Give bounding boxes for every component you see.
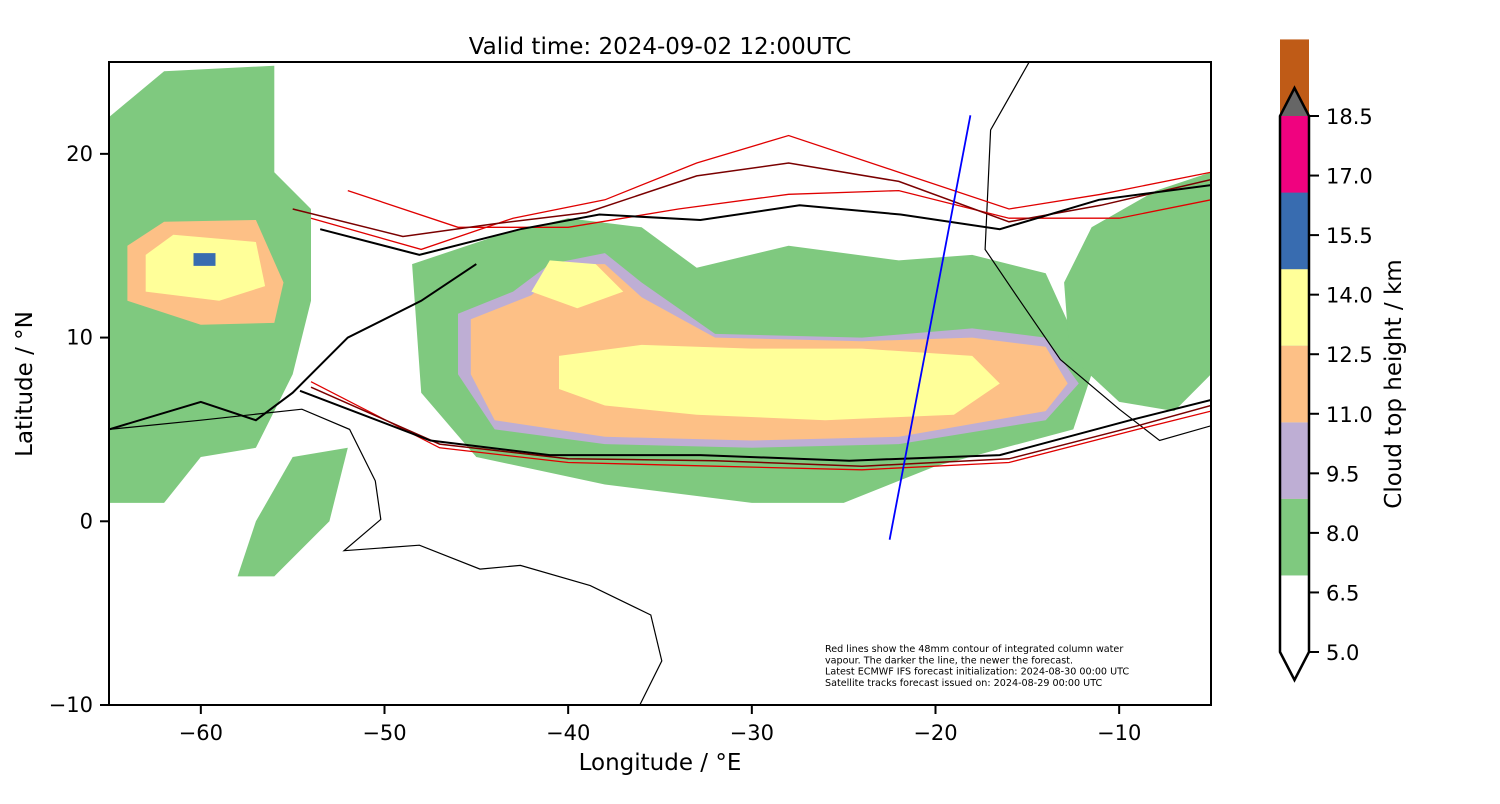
- x-axis-label: Longitude / °E: [579, 750, 742, 776]
- colorbar-bin: [1280, 575, 1309, 652]
- colorbar-bin: [1280, 345, 1309, 423]
- map-plot-area: [109, 62, 1211, 705]
- iwv-contour-old: [310, 134, 1211, 251]
- x-tick-label: −20: [913, 721, 957, 745]
- colorbar-label: Cloud top height / km: [1381, 259, 1407, 508]
- y-tick-label: −10: [49, 693, 93, 717]
- x-tick-label: −60: [179, 721, 223, 745]
- annotation-line: vapour. The darker the line, the newer t…: [825, 655, 1073, 666]
- colorbar-tick-label: 8.0: [1326, 522, 1359, 546]
- cloud-region: [1064, 172, 1211, 412]
- coastline: [109, 408, 663, 705]
- colorbar-tick-label: 9.5: [1326, 462, 1359, 486]
- colorbar-bin: [1280, 192, 1309, 270]
- cloud-region: [237, 447, 348, 577]
- x-tick-label: −50: [362, 721, 406, 745]
- colorbar-extend-min: [1280, 652, 1309, 680]
- x-tick-label: −40: [546, 721, 590, 745]
- colorbar-tick-label: 18.5: [1326, 105, 1373, 129]
- colorbar: 5.0 6.5 8.0 9.5 11.0 12.5 14.0 15.5 17.0 18.5: [1278, 39, 1373, 683]
- colorbar-bin: [1280, 269, 1309, 346]
- annotation-line: Red lines show the 48mm contour of integ…: [825, 644, 1123, 655]
- iwv-contour-latest: [299, 389, 1211, 462]
- colorbar-tick-label: 5.0: [1326, 641, 1359, 665]
- iwv-contour-latest: [319, 184, 1211, 256]
- cloud-region: [531, 260, 624, 309]
- map-frame: [108, 61, 1212, 706]
- colorbar-tick-label: 11.0: [1326, 403, 1373, 427]
- coastline: [984, 62, 1211, 442]
- annotation-text: Red lines show the 48mm contour of integ…: [825, 644, 1129, 689]
- colorbar-bin: [1280, 116, 1309, 193]
- satellite-track: [888, 115, 972, 540]
- cloud-region: [193, 253, 216, 266]
- x-tick-label: −30: [730, 721, 774, 745]
- iwv-contour-mid: [310, 386, 1211, 467]
- iwv-contour-latest: [109, 263, 477, 431]
- cloud-region: [145, 234, 266, 301]
- colorbar-tick-label: 14.0: [1326, 284, 1373, 308]
- colorbar-bin: [1280, 422, 1309, 499]
- annotation-line: Latest ECMWF IFS forecast initialization…: [825, 667, 1129, 678]
- y-axis-label: Latitude / °N: [12, 311, 38, 457]
- colorbar-extend-max: [1280, 88, 1309, 116]
- y-tick-label: 20: [66, 142, 93, 166]
- x-axis: −60 −50 −40 −30 −20 −10: [179, 705, 1141, 745]
- colorbar-tick-label: 12.5: [1326, 343, 1373, 367]
- iwv-contour-old: [310, 381, 1211, 471]
- cloud-region: [559, 344, 1000, 421]
- y-tick-label: 0: [80, 509, 93, 533]
- x-tick-label: −10: [1097, 721, 1141, 745]
- y-axis: −10 0 10 20: [49, 142, 109, 717]
- colorbar-tick-label: 6.5: [1326, 581, 1359, 605]
- map-title: Valid time: 2024-09-02 12:00UTC: [469, 34, 852, 60]
- colorbar-bin: [1280, 498, 1309, 576]
- annotation-line: Satellite tracks forecast issued on: 202…: [825, 678, 1102, 689]
- iwv-contour-old: [347, 189, 1211, 228]
- colorbar-tick-label: 17.0: [1326, 165, 1373, 189]
- y-tick-label: 10: [66, 326, 93, 350]
- colorbar-tick-label: 15.5: [1326, 224, 1373, 248]
